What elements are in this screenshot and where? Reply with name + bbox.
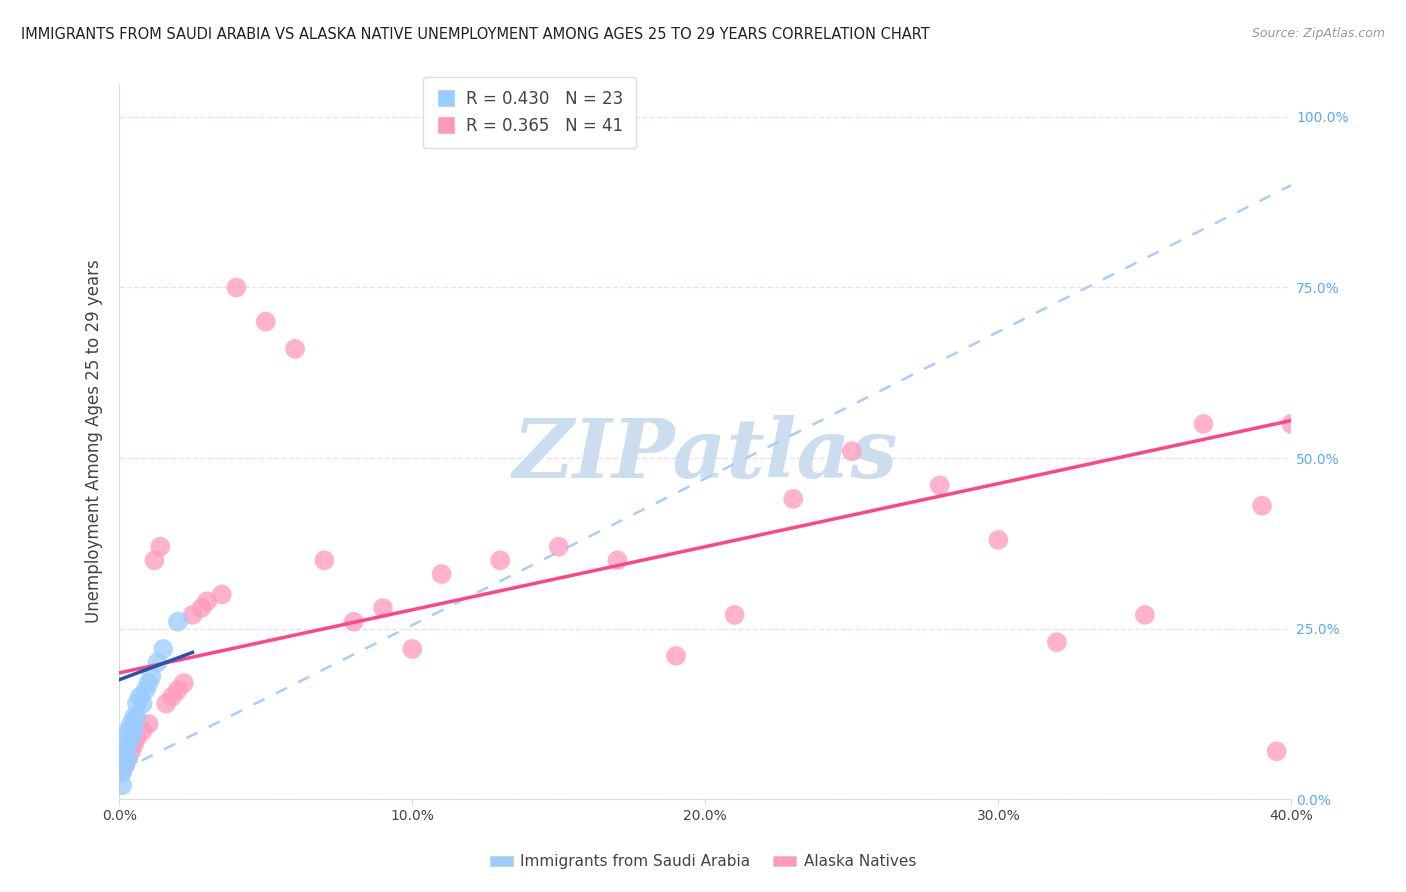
Point: [167, 615, 190, 629]
Point: [987, 533, 1010, 547]
Point: [117, 751, 139, 765]
Point: [195, 594, 218, 608]
Point: [173, 676, 195, 690]
Point: [181, 607, 204, 622]
Text: ZIPatlas: ZIPatlas: [513, 416, 898, 495]
Point: [401, 642, 423, 657]
Point: [122, 738, 145, 752]
Point: [284, 342, 307, 356]
Point: [114, 758, 136, 772]
Point: [111, 764, 134, 779]
Legend: Immigrants from Saudi Arabia, Alaska Natives: Immigrants from Saudi Arabia, Alaska Nat…: [484, 848, 922, 875]
Point: [225, 280, 247, 294]
Point: [141, 669, 163, 683]
Point: [1279, 417, 1302, 431]
Point: [665, 648, 688, 663]
Point: [430, 566, 453, 581]
Point: [547, 540, 569, 554]
Point: [122, 710, 145, 724]
Point: [254, 315, 277, 329]
Text: Source: ZipAtlas.com: Source: ZipAtlas.com: [1251, 27, 1385, 40]
Text: IMMIGRANTS FROM SAUDI ARABIA VS ALASKA NATIVE UNEMPLOYMENT AMONG AGES 25 TO 29 Y: IMMIGRANTS FROM SAUDI ARABIA VS ALASKA N…: [21, 27, 929, 42]
Point: [1251, 499, 1274, 513]
Point: [190, 601, 212, 615]
Point: [343, 615, 366, 629]
Point: [120, 744, 142, 758]
Point: [120, 731, 142, 745]
Point: [1133, 607, 1156, 622]
Point: [1046, 635, 1069, 649]
Point: [117, 751, 139, 765]
Point: [122, 723, 145, 738]
Point: [371, 601, 394, 615]
Point: [138, 676, 160, 690]
Point: [114, 744, 136, 758]
Point: [489, 553, 512, 567]
Point: [160, 690, 183, 704]
Point: [314, 553, 336, 567]
Point: [146, 656, 169, 670]
Point: [723, 607, 745, 622]
Point: [149, 540, 172, 554]
Point: [117, 738, 139, 752]
Point: [125, 710, 148, 724]
Legend: R = 0.430   N = 23, R = 0.365   N = 41: R = 0.430 N = 23, R = 0.365 N = 41: [423, 77, 637, 148]
Point: [606, 553, 628, 567]
Point: [211, 587, 233, 601]
Point: [1265, 744, 1288, 758]
Point: [120, 717, 142, 731]
Point: [143, 553, 166, 567]
Point: [128, 690, 150, 704]
Point: [125, 731, 148, 745]
Point: [114, 758, 136, 772]
Point: [155, 697, 177, 711]
Point: [125, 697, 148, 711]
Point: [1192, 417, 1215, 431]
Point: [132, 723, 155, 738]
Point: [138, 717, 160, 731]
Point: [111, 751, 134, 765]
Point: [841, 444, 863, 458]
Point: [928, 478, 950, 492]
Point: [782, 491, 804, 506]
Point: [114, 731, 136, 745]
Point: [111, 779, 134, 793]
Point: [132, 697, 155, 711]
Point: [152, 642, 174, 657]
Y-axis label: Unemployment Among Ages 25 to 29 years: Unemployment Among Ages 25 to 29 years: [86, 259, 103, 623]
Point: [167, 682, 190, 697]
Point: [135, 682, 157, 697]
Point: [111, 764, 134, 779]
Point: [117, 723, 139, 738]
